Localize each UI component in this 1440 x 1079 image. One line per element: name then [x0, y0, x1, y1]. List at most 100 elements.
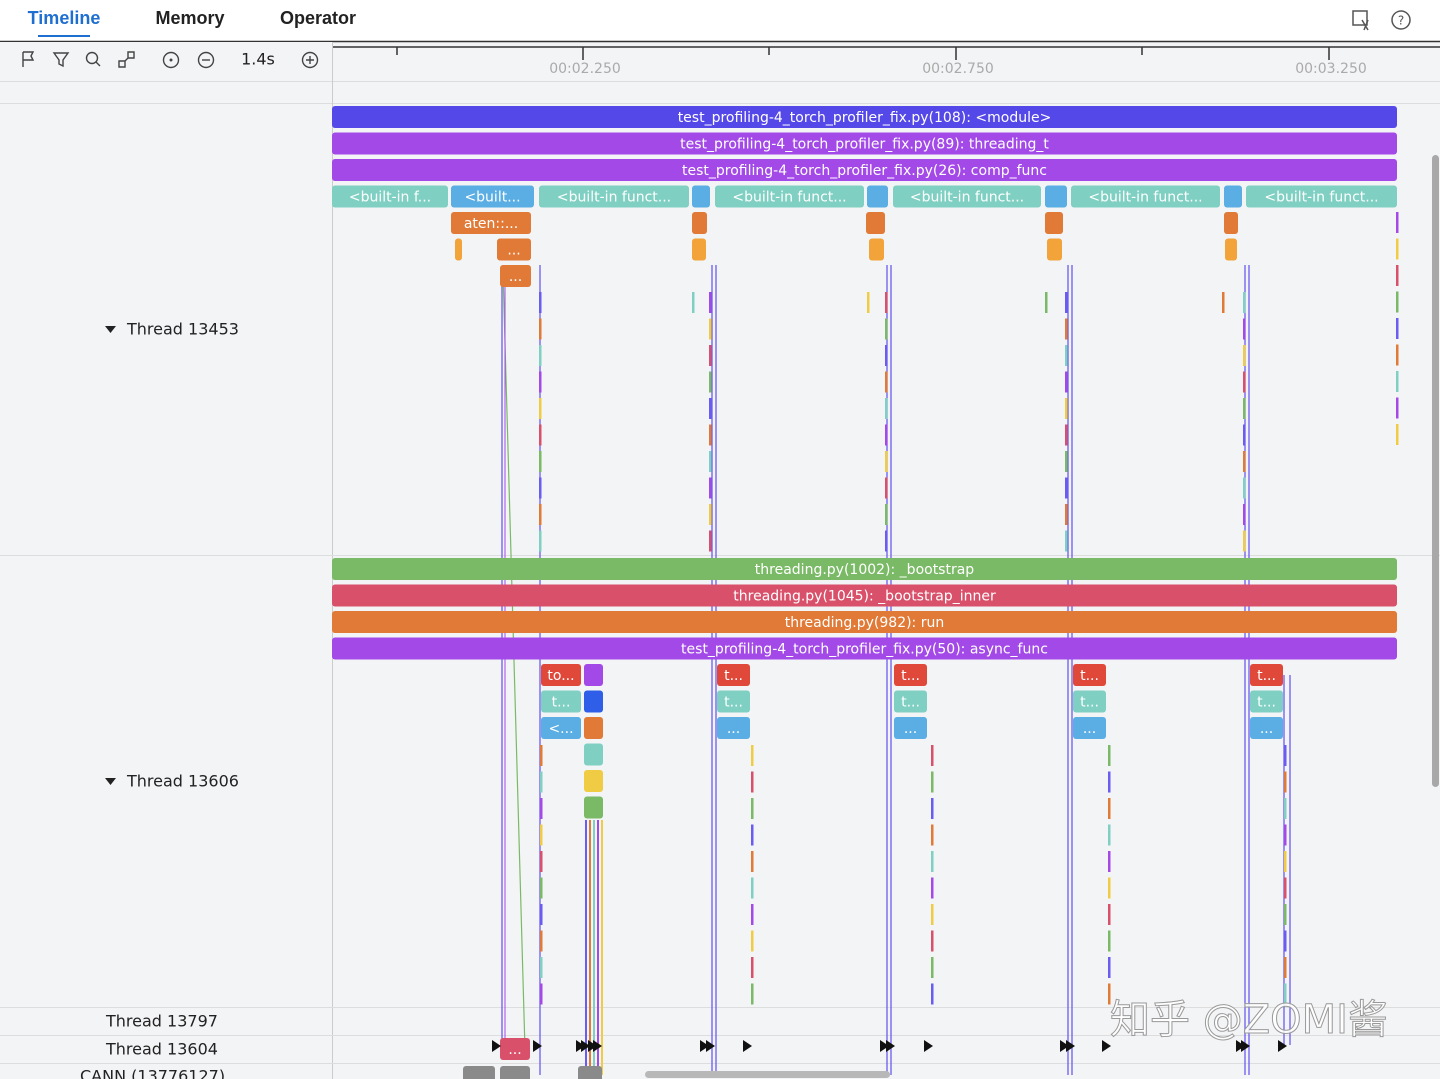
- slice: [893, 185, 1041, 208]
- slice-label: t...: [724, 695, 743, 711]
- flow-marker: [1060, 1040, 1069, 1052]
- event-tick: [540, 877, 543, 899]
- event-tick: [1284, 771, 1287, 793]
- slice: [500, 1038, 530, 1060]
- event-tick: [1065, 292, 1068, 313]
- slice-label: ...: [508, 1042, 521, 1058]
- fit-icon[interactable]: [118, 51, 135, 68]
- slice: [867, 185, 888, 208]
- zoom-in-icon[interactable]: [301, 51, 319, 69]
- event-tick: [539, 398, 542, 419]
- slice: [541, 717, 581, 739]
- vertical-scrollbar[interactable]: [1432, 155, 1439, 787]
- event-tick: [1396, 424, 1399, 445]
- slice-label: t...: [901, 695, 920, 711]
- tab-operator[interactable]: Operator: [280, 8, 356, 28]
- event-tick: [1065, 318, 1068, 340]
- horizontal-scrollbar[interactable]: [645, 1071, 890, 1078]
- slice: [541, 690, 581, 713]
- event-tick: [885, 504, 888, 525]
- slice: [332, 185, 448, 208]
- zoom-out-icon[interactable]: [197, 51, 215, 69]
- reset-icon[interactable]: [162, 51, 180, 69]
- event-tick: [1108, 904, 1111, 925]
- event-tick: [709, 371, 712, 393]
- flow-marker: [593, 1040, 602, 1052]
- event-tick: [709, 477, 712, 499]
- event-tick: [709, 292, 712, 313]
- event-tick: [931, 877, 934, 899]
- flow-marker: [588, 1040, 597, 1052]
- event-tick: [931, 798, 934, 819]
- event-tick: [539, 371, 542, 393]
- event-tick: [709, 451, 712, 472]
- event-tick: [1243, 451, 1246, 472]
- event-tick: [1065, 451, 1068, 472]
- event-tick: [885, 292, 888, 313]
- filter-icon[interactable]: [52, 52, 70, 68]
- tracks: test_profiling-4_torch_profiler_fix.py(1…: [332, 106, 1399, 1079]
- event-tick: [1108, 745, 1111, 766]
- slice-label: t...: [724, 668, 743, 684]
- event-tick: [540, 957, 543, 978]
- slice-label: ...: [509, 269, 522, 285]
- slice-label: t...: [1257, 695, 1276, 711]
- flow-marker: [1236, 1040, 1245, 1052]
- slice-label: t...: [1257, 668, 1276, 684]
- flow-marker: [1241, 1040, 1250, 1052]
- axis-label: 00:02.750: [922, 61, 994, 77]
- event-tick: [1284, 904, 1287, 925]
- event-tick: [540, 771, 543, 793]
- event-tick: [539, 451, 542, 472]
- event-tick: [1243, 398, 1246, 419]
- event-tick: [1284, 877, 1287, 899]
- event-tick: [1108, 798, 1111, 819]
- event-tick: [1045, 292, 1048, 313]
- slice: [866, 212, 885, 234]
- collapse-toggle[interactable]: [105, 778, 116, 785]
- slice-label: ...: [904, 721, 917, 737]
- thread-label: Thread 13797: [105, 1012, 218, 1031]
- slice: [1073, 717, 1106, 739]
- search-icon[interactable]: [85, 51, 99, 65]
- event-tick: [751, 771, 754, 793]
- tab-timeline[interactable]: Timeline: [28, 8, 101, 28]
- event-tick: [709, 398, 712, 419]
- event-tick: [1396, 344, 1399, 366]
- help-icon[interactable]: [1391, 10, 1411, 30]
- language-icon[interactable]: [1352, 10, 1369, 31]
- slice-label: <built-in funct...: [1264, 190, 1378, 206]
- thread-label: CANN (13776127): [80, 1067, 225, 1079]
- tab-memory[interactable]: Memory: [155, 8, 224, 28]
- slice: [539, 185, 689, 208]
- event-tick: [751, 877, 754, 899]
- slice-label: t...: [552, 695, 571, 711]
- event-tick: [540, 798, 543, 819]
- thread-label: Thread 13606: [126, 772, 239, 791]
- event-tick: [540, 745, 543, 766]
- flow-marker: [706, 1040, 715, 1052]
- slice: [1071, 185, 1220, 208]
- event-tick: [1243, 424, 1246, 446]
- event-tick: [1284, 957, 1287, 978]
- flow-marker: [700, 1040, 709, 1052]
- watermark: 知乎 @ZOMI酱: [1110, 997, 1388, 1043]
- flow-marker: [1278, 1040, 1287, 1052]
- event-tick: [1108, 824, 1111, 846]
- slice: [332, 106, 1397, 128]
- event-tick: [1065, 477, 1068, 499]
- event-tick: [885, 451, 888, 472]
- event-tick: [1243, 318, 1246, 340]
- event-tick: [709, 318, 712, 340]
- slice: [1073, 664, 1106, 686]
- slice: [451, 185, 534, 208]
- slice-label: <built-in funct...: [1088, 190, 1202, 206]
- flag-icon[interactable]: [22, 51, 35, 67]
- collapse-toggle[interactable]: [105, 326, 116, 333]
- flow-marker: [1102, 1040, 1111, 1052]
- event-tick: [539, 318, 542, 340]
- event-tick: [1108, 957, 1111, 978]
- event-tick: [1108, 983, 1111, 1005]
